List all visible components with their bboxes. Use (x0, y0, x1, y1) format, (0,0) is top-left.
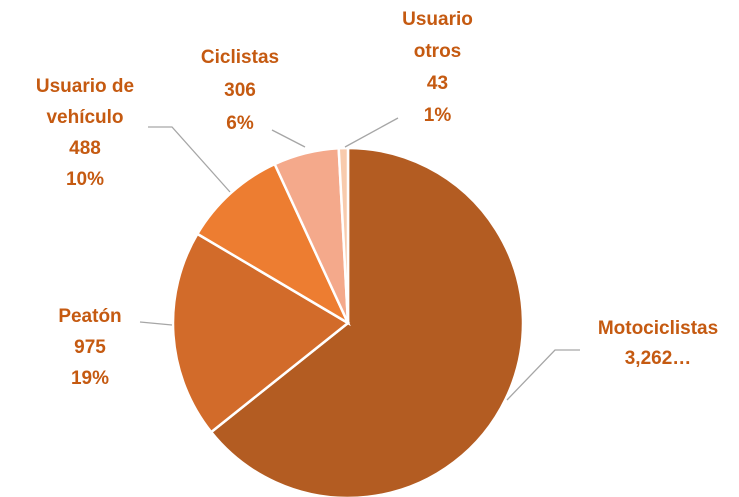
percent-label: 19% (70, 368, 110, 389)
value-label: 43 (426, 73, 449, 94)
data-label: Peatón 975 19% (35, 301, 145, 394)
percent-label: 1% (423, 105, 452, 126)
value-label: 3,262… (624, 348, 692, 369)
leader-line (148, 126, 231, 193)
percent-label: 10% (65, 169, 105, 190)
leader-line (271, 129, 306, 148)
category-label: Peatón (58, 306, 122, 327)
data-label: Usuario de vehículo 488 10% (5, 71, 165, 195)
pie-slice (337, 146, 350, 324)
value-label: 306 (224, 80, 256, 101)
leader-line (344, 117, 399, 148)
category-label: Usuario de vehículo (35, 76, 135, 128)
category-label: Usuario otros (402, 9, 473, 62)
data-label: Usuario otros 43 1% (380, 4, 495, 132)
pie-slice (195, 162, 351, 327)
category-label: Motociclistas (597, 318, 719, 339)
data-label: Motociclistas 3,262… (588, 314, 728, 374)
value-label: 975 (74, 337, 106, 358)
pie-slice (171, 232, 351, 434)
value-label: 488 (69, 138, 101, 159)
leader-line (139, 321, 173, 326)
percent-label: 6% (226, 113, 254, 134)
leader-line (506, 349, 580, 401)
pie-slice (209, 146, 525, 497)
category-label: Ciclistas (200, 47, 280, 68)
data-label: Ciclistas 306 6% (180, 41, 300, 140)
